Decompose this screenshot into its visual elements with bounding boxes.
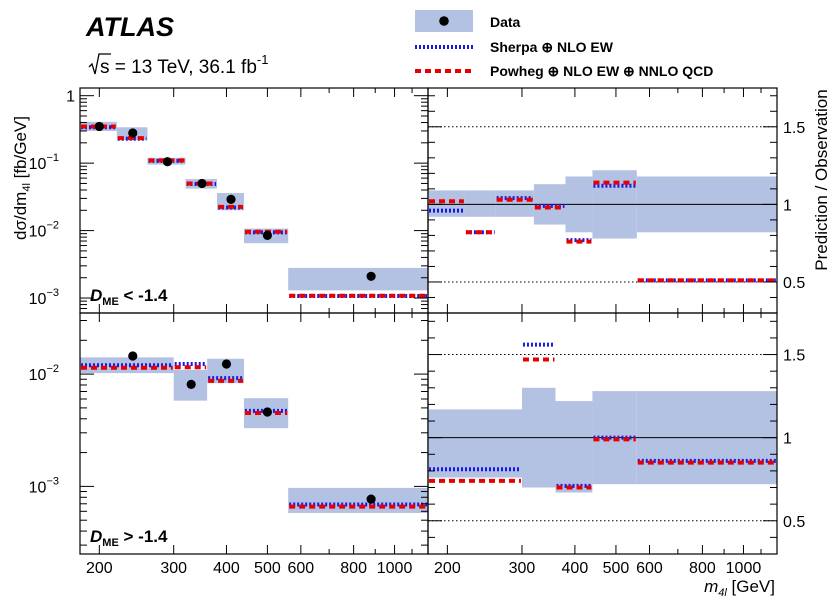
y-axis-right-title: Prediction / Observation [812, 89, 831, 270]
data-point [197, 178, 207, 189]
y-tick-label: 10−2 [29, 363, 59, 384]
uncertainty-band [555, 401, 593, 493]
panel-4: 0.5 1 1.5 200 300 400 500 600 800 1000 [427, 312, 805, 577]
legend: Data Sherpa ⊕ NLO EW Powheg ⊕ NLO EW ⊕ N… [415, 10, 713, 79]
x-tick-label: 800 [340, 560, 367, 577]
x-tick-label: 600 [636, 560, 663, 577]
uncertainty-band [428, 409, 522, 478]
y-tick-label: 10−2 [29, 220, 59, 241]
panel-3-plot-area [80, 351, 428, 513]
uncertainty-band [495, 190, 534, 217]
x-tick-label: 500 [603, 560, 630, 577]
data-point [221, 359, 232, 369]
panel-2: 0.5 1 1.5 [427, 87, 805, 314]
x-tick-label: 200 [86, 560, 113, 577]
panel-1: 1 10−1 10−2 10−3 DME < -1.4 [29, 87, 429, 314]
legend-sherpa-label: Sherpa ⊕ NLO EW [490, 39, 614, 55]
x-tick-label: 300 [509, 560, 536, 577]
data-point [262, 407, 273, 417]
y-axis-left-title: dσ/dm4l [fb/GeV] [11, 116, 33, 240]
legend-powheg-label: Powheg ⊕ NLO EW ⊕ NNLO QCD [490, 63, 713, 79]
experiment-label: ATLAS [85, 12, 174, 42]
lumi-exponent: -1 [257, 52, 269, 67]
x-tick-label: 800 [689, 560, 716, 577]
x-axis-title: m4l [GeV] [704, 577, 775, 599]
x-tick-label: 200 [434, 560, 461, 577]
panel-frame [427, 312, 778, 555]
uncertainty-band [464, 190, 496, 217]
data-point [366, 494, 376, 504]
sqrt-s-label: s = 13 TeV, 36.1 fb-1 [100, 52, 268, 78]
x-tick-label: 400 [562, 560, 589, 577]
legend-data-marker [439, 16, 449, 26]
data-point [162, 157, 173, 167]
panel-frame [79, 312, 429, 555]
data-point [262, 230, 273, 240]
y-tick-label: 10−3 [29, 287, 59, 308]
y-tick-label: 10−1 [29, 152, 59, 173]
x-tick-label: 300 [160, 560, 187, 577]
data-point [94, 121, 104, 132]
y-tick-label: 1.5 [783, 120, 805, 137]
x-tick-label: 400 [213, 560, 240, 577]
x-tick-label: 1000 [726, 560, 762, 577]
panel-1-plot-area [80, 121, 428, 299]
energy-lumi-label: = 13 TeV, 36.1 fb [110, 57, 257, 78]
data-point [226, 194, 236, 204]
x-tick-label: 1000 [377, 560, 413, 577]
y-tick-label: 1 [783, 197, 792, 214]
legend-data-label: Data [490, 14, 521, 30]
sqrt-symbol [88, 53, 111, 75]
region-label: DME < -1.4 [90, 286, 168, 308]
x-tick-label: 500 [254, 560, 281, 577]
uncertainty-band [428, 190, 465, 217]
y-tick-label: 1 [783, 431, 792, 448]
panel-2-plot-area [428, 126, 777, 283]
y-tick-label: 1 [66, 89, 75, 106]
region-label: DME > -1.4 [90, 527, 168, 549]
y-tick-label: 1.5 [783, 348, 805, 365]
panels: 1 10−1 10−2 10−3 DME < -1.4 0.5 1 1.5 10−2 10−3 20… [29, 87, 805, 577]
panel-3: 10−2 10−3 200 300 400 500 600 800 1000 DME > -1.4 [29, 312, 429, 577]
uncertainty-band [288, 487, 428, 513]
uncertainty-band [288, 267, 428, 291]
y-tick-label: 0.5 [783, 514, 805, 531]
data-point [366, 271, 376, 281]
y-tick-label: 0.5 [783, 275, 805, 292]
data-point [128, 128, 138, 138]
y-tick-label: 10−3 [29, 475, 59, 496]
x-tick-label: 600 [288, 560, 315, 577]
panel-4-plot-area [428, 342, 777, 522]
data-point [128, 351, 138, 361]
data-point [186, 379, 196, 389]
